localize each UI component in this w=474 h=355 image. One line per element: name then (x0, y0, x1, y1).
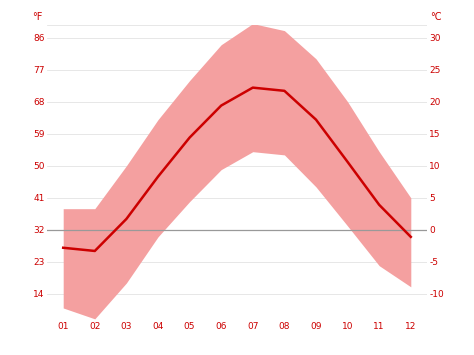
Text: °F: °F (32, 12, 43, 22)
Text: °C: °C (430, 12, 442, 22)
